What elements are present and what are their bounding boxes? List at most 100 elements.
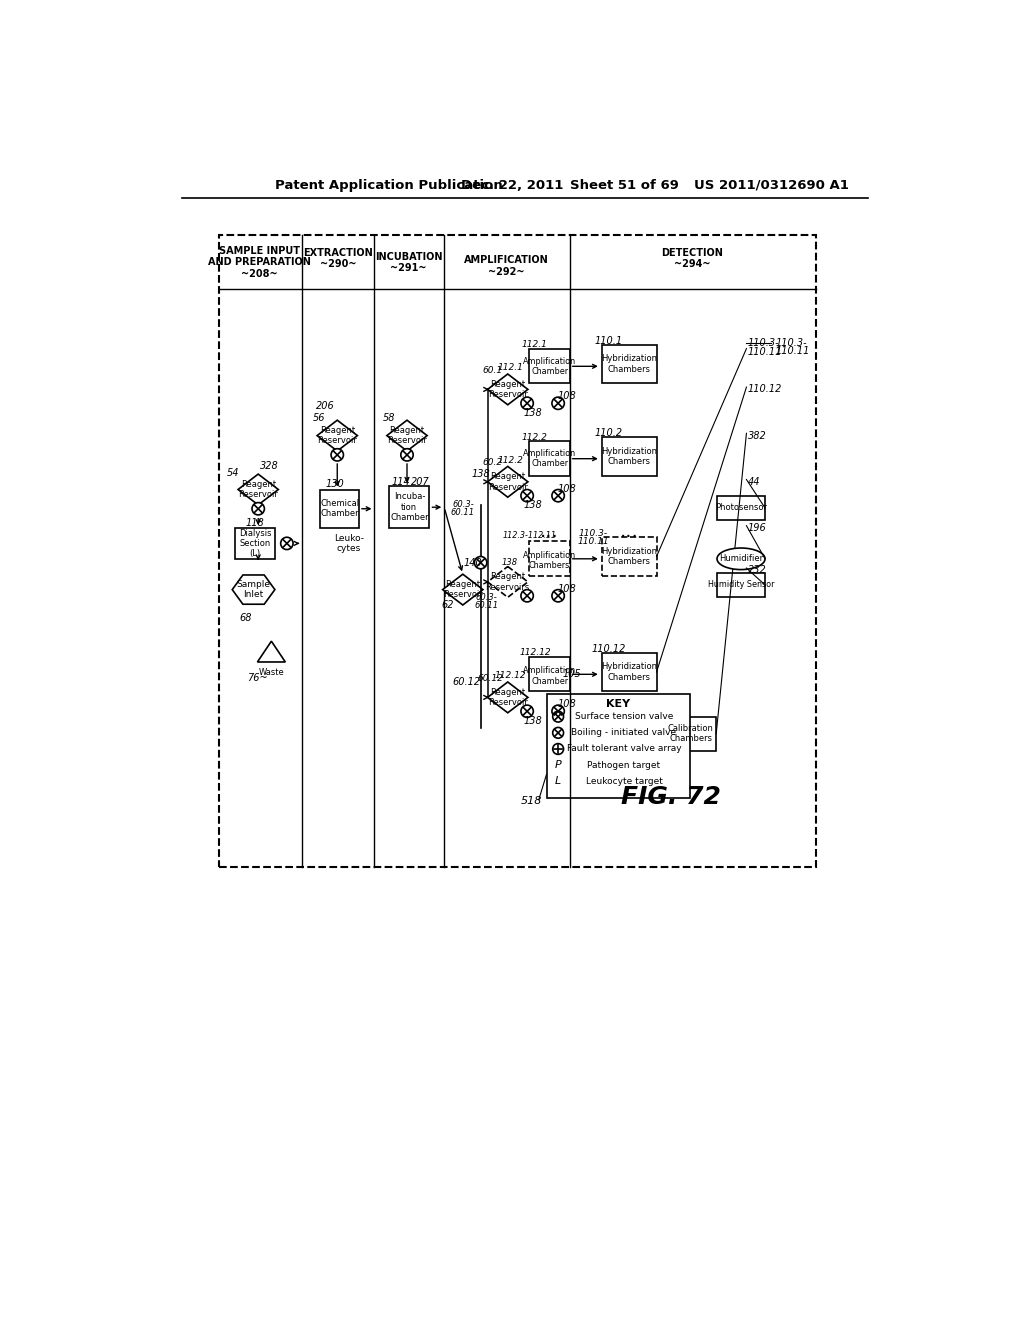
Polygon shape	[487, 566, 528, 598]
Text: Reagent
Reservoir: Reagent Reservoir	[387, 426, 427, 445]
Text: DETECTION
~294~: DETECTION ~294~	[662, 248, 723, 269]
Text: Pathogen target: Pathogen target	[588, 760, 660, 770]
Text: KEY: KEY	[606, 698, 630, 709]
Bar	[389, 486, 429, 528]
Text: Surface tension valve: Surface tension valve	[574, 713, 673, 721]
Text: Boiling - initiated valve: Boiling - initiated valve	[571, 729, 677, 738]
Text: ...: ...	[621, 523, 639, 541]
Text: 112.1: 112.1	[497, 363, 523, 372]
Text: 56: 56	[313, 413, 326, 422]
Text: Hybridization
Chambers: Hybridization Chambers	[601, 446, 657, 466]
Text: 110.12: 110.12	[748, 384, 782, 395]
Text: 518: 518	[520, 796, 542, 807]
Text: SAMPLE INPUT
AND PREPARATION
~208~: SAMPLE INPUT AND PREPARATION ~208~	[208, 246, 311, 279]
Text: 68: 68	[240, 612, 252, 623]
Text: Reagent
Reservoir: Reagent Reservoir	[487, 380, 527, 399]
Bar	[602, 437, 656, 475]
Text: 130: 130	[326, 479, 344, 490]
Text: Chemical
Chamber: Chemical Chamber	[321, 499, 359, 519]
Text: 110.2: 110.2	[595, 428, 623, 438]
Text: 207: 207	[411, 477, 429, 487]
Ellipse shape	[717, 548, 765, 570]
Polygon shape	[442, 574, 483, 605]
Text: 382: 382	[748, 430, 767, 441]
Text: 110.11: 110.11	[776, 346, 810, 356]
Polygon shape	[317, 420, 357, 451]
Text: 140: 140	[464, 557, 482, 568]
Text: 44: 44	[748, 477, 761, 487]
Text: 112.12: 112.12	[495, 672, 526, 680]
Bar	[234, 528, 275, 558]
Bar	[219, 235, 816, 867]
Text: 105: 105	[563, 669, 582, 680]
Polygon shape	[487, 374, 528, 405]
Circle shape	[252, 503, 264, 515]
Text: ...: ...	[541, 523, 559, 541]
Polygon shape	[487, 466, 528, 498]
Bar	[547, 693, 690, 797]
Text: 60.1: 60.1	[482, 366, 503, 375]
Text: 328: 328	[260, 462, 279, 471]
Circle shape	[552, 490, 564, 502]
Text: 112.2: 112.2	[497, 455, 523, 465]
Text: 112.2: 112.2	[522, 433, 548, 442]
Text: 108: 108	[557, 583, 577, 594]
Polygon shape	[232, 576, 274, 605]
Bar	[529, 656, 569, 692]
Text: Leuko-
cytes: Leuko- cytes	[334, 533, 364, 553]
Text: US 2011/0312690 A1: US 2011/0312690 A1	[693, 178, 849, 191]
Text: 118: 118	[246, 517, 264, 528]
Text: 138: 138	[524, 500, 543, 510]
Circle shape	[281, 537, 293, 549]
Text: Sample
Inlet: Sample Inlet	[237, 579, 270, 599]
Text: 58: 58	[383, 413, 395, 422]
Bar	[666, 717, 716, 751]
Text: P: P	[555, 760, 561, 770]
Circle shape	[553, 743, 563, 755]
Bar	[602, 653, 656, 692]
Text: 138: 138	[524, 408, 543, 417]
Text: Sheet 51 of 69: Sheet 51 of 69	[569, 178, 679, 191]
Text: L: L	[555, 776, 561, 787]
Text: Leukocyte target: Leukocyte target	[586, 777, 663, 785]
Text: 138: 138	[471, 469, 490, 479]
Circle shape	[400, 449, 414, 461]
Text: Amplification
Chambers: Amplification Chambers	[523, 550, 577, 570]
Text: Humidity Sensor: Humidity Sensor	[708, 581, 774, 590]
Text: Reagent
Reservoir: Reagent Reservoir	[442, 579, 482, 599]
Bar	[602, 345, 656, 383]
Text: Reagent
Reservoir: Reagent Reservoir	[487, 688, 527, 708]
Text: Dec. 22, 2011: Dec. 22, 2011	[461, 178, 563, 191]
Circle shape	[553, 727, 563, 738]
Bar	[602, 537, 656, 576]
Text: 110.12: 110.12	[591, 644, 626, 653]
Text: 108: 108	[557, 700, 577, 709]
Text: 110.3-: 110.3-	[579, 529, 607, 537]
Bar	[717, 573, 765, 598]
Text: 60.12: 60.12	[478, 673, 504, 682]
Circle shape	[474, 557, 486, 569]
Circle shape	[521, 490, 534, 502]
Text: Hybridization
Chambers: Hybridization Chambers	[601, 354, 657, 374]
Text: 232: 232	[748, 565, 767, 576]
Text: 62: 62	[441, 601, 454, 610]
Text: Amplification
Chamber: Amplification Chamber	[523, 449, 577, 469]
Text: 112.1: 112.1	[522, 341, 548, 350]
Text: 110.11: 110.11	[578, 537, 609, 545]
Text: Reagent
Reservoir: Reagent Reservoir	[317, 426, 357, 445]
Circle shape	[552, 705, 564, 718]
Circle shape	[521, 705, 534, 718]
Text: 60.11: 60.11	[474, 601, 498, 610]
Text: 60.2: 60.2	[482, 458, 503, 467]
Circle shape	[521, 590, 534, 602]
Bar	[717, 496, 765, 520]
Text: 112.3-112.11: 112.3-112.11	[503, 531, 556, 540]
Text: 108: 108	[557, 391, 577, 401]
Text: 60.3-: 60.3-	[475, 593, 497, 602]
Text: 110.3-: 110.3-	[748, 338, 779, 348]
Text: 206: 206	[315, 401, 334, 412]
Text: 110.3-: 110.3-	[776, 338, 808, 348]
Text: 108: 108	[557, 483, 577, 494]
Text: 112.12: 112.12	[519, 648, 551, 657]
Text: 54: 54	[226, 467, 239, 478]
